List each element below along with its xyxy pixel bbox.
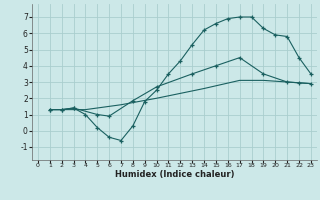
X-axis label: Humidex (Indice chaleur): Humidex (Indice chaleur) [115, 170, 234, 179]
